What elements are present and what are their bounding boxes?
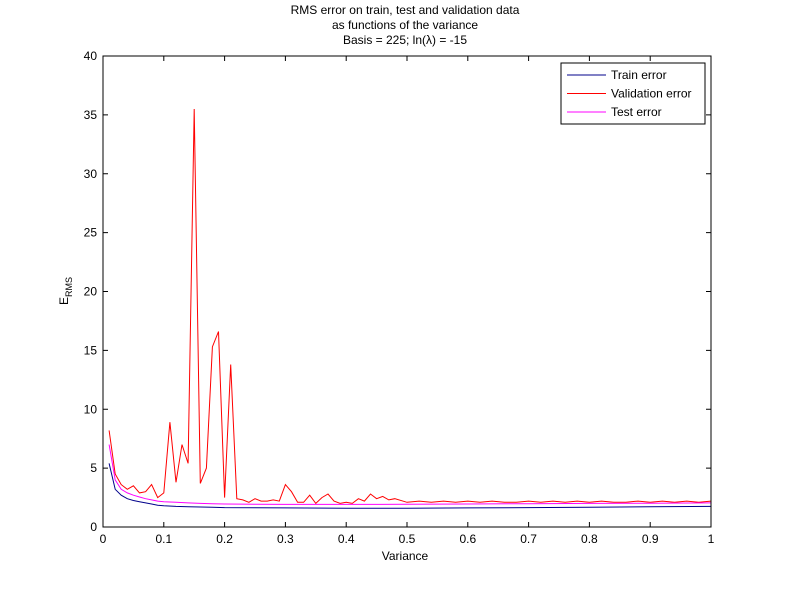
x-tick-label: 0 [100, 532, 107, 546]
y-tick-label: 40 [84, 49, 98, 63]
y-axis: 0 5 10 15 20 25 30 35 40 [84, 49, 711, 534]
series-line-train-error [108, 463, 712, 509]
series-line-test-error [108, 444, 712, 505]
y-tick-label: 25 [84, 226, 98, 240]
y-axis-label-subscript: RMS [64, 277, 74, 297]
legend-label: Validation error [611, 87, 691, 101]
svg-text:ERMS: ERMS [57, 277, 74, 305]
x-tick-label: 0.1 [155, 532, 172, 546]
x-axis: 0 0.1 0.2 0.3 0.4 0.5 0.6 0.7 0.8 0.9 1 [100, 56, 715, 546]
legend-label: Test error [611, 105, 662, 119]
y-tick-label: 10 [84, 402, 98, 416]
x-tick-label: 1 [708, 532, 715, 546]
x-tick-label: 0.2 [216, 532, 233, 546]
y-tick-label: 30 [84, 167, 98, 181]
x-tick-label: 0.9 [642, 532, 659, 546]
title-line-2: as functions of the variance [332, 18, 478, 32]
legend-label: Train error [611, 68, 667, 82]
legend: Train error Validation error Test error [560, 62, 706, 125]
y-axis-label: ERMS [57, 277, 74, 305]
y-tick-label: 5 [90, 461, 97, 475]
title-line-3: Basis = 225; ln(λ) = -15 [343, 33, 467, 47]
y-axis-label-main: E [57, 297, 71, 305]
x-axis-label: Variance [382, 549, 429, 563]
x-tick-label: 0.6 [459, 532, 476, 546]
chart-title: RMS error on train, test and validation … [291, 3, 520, 47]
y-tick-label: 20 [84, 285, 98, 299]
plot-area [103, 56, 711, 527]
y-tick-label: 0 [90, 520, 97, 534]
title-line-1: RMS error on train, test and validation … [291, 3, 520, 17]
x-tick-label: 0.7 [520, 532, 537, 546]
y-tick-label: 35 [84, 108, 98, 122]
x-tick-label: 0.5 [399, 532, 416, 546]
x-tick-label: 0.3 [277, 532, 294, 546]
x-tick-label: 0.4 [338, 532, 355, 546]
series-layer [108, 108, 712, 509]
y-tick-label: 15 [84, 343, 98, 357]
x-tick-label: 0.8 [581, 532, 598, 546]
series-line-validation-error [108, 108, 712, 505]
